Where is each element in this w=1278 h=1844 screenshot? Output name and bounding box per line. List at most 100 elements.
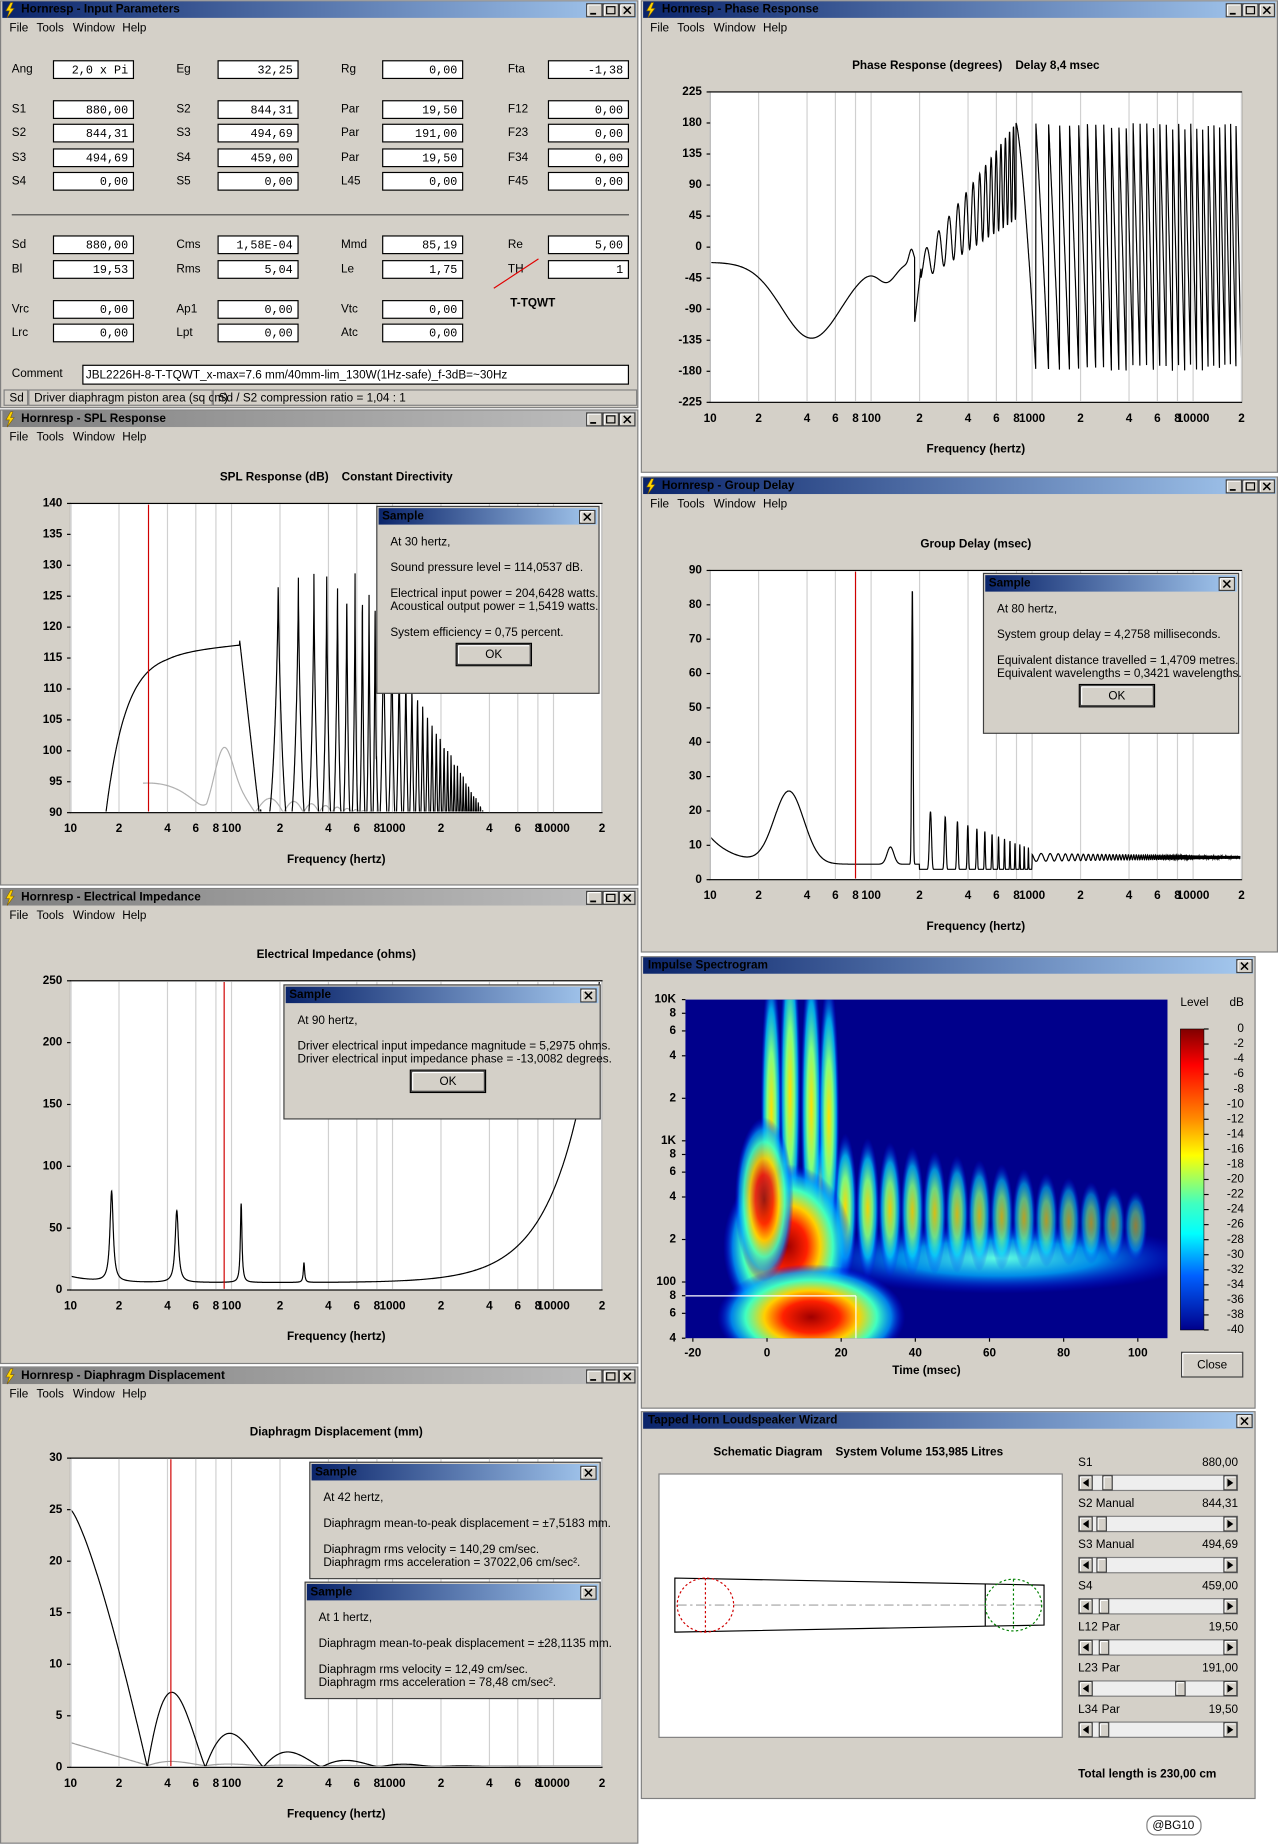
field-box[interactable]: [217, 235, 299, 255]
slider-value: 880,00: [1202, 1456, 1238, 1469]
field-box[interactable]: [382, 60, 464, 80]
slider-thumb[interactable]: [1102, 1475, 1113, 1491]
x-tick-label: 2: [277, 1777, 284, 1790]
menu-item[interactable]: Window: [73, 431, 115, 444]
field-box[interactable]: [382, 323, 464, 343]
y-tick-label: 100: [656, 1275, 676, 1288]
minimize-button[interactable]: [1225, 3, 1243, 18]
menu-item[interactable]: Tools: [677, 22, 705, 35]
field-box[interactable]: [382, 235, 464, 255]
menu-item[interactable]: File: [650, 22, 669, 35]
field-box[interactable]: [547, 171, 630, 191]
slider-thumb[interactable]: [1096, 1516, 1107, 1532]
x-axis-label: Frequency (hertz): [287, 1807, 386, 1820]
maximize-button[interactable]: [1242, 479, 1259, 494]
menu-item[interactable]: Window: [714, 498, 756, 511]
menu-item[interactable]: Help: [122, 909, 147, 922]
menu-item[interactable]: Help: [122, 1388, 147, 1401]
ok-button[interactable]: [1079, 685, 1154, 707]
minimize-button[interactable]: [586, 890, 603, 905]
maximize-button[interactable]: [602, 3, 620, 18]
menu-item[interactable]: Tools: [36, 1388, 64, 1401]
field-box[interactable]: [382, 300, 464, 319]
field-label: Ap1: [176, 303, 197, 316]
ok-button[interactable]: [410, 1070, 485, 1092]
field-box[interactable]: [217, 123, 299, 143]
ok-button[interactable]: [456, 643, 531, 666]
maximize-button[interactable]: [602, 412, 620, 427]
field-box[interactable]: [52, 60, 135, 80]
minimize-button[interactable]: [1225, 479, 1243, 494]
menu-item[interactable]: File: [9, 1388, 28, 1401]
slider-thumb[interactable]: [1175, 1680, 1186, 1697]
slider-mode: Par: [1102, 1621, 1120, 1634]
x-tick-label: 8: [213, 1777, 220, 1790]
menu-item[interactable]: Tools: [36, 431, 64, 444]
field-box[interactable]: [217, 100, 299, 119]
field-box[interactable]: [52, 235, 135, 255]
menu-item[interactable]: File: [9, 22, 28, 35]
menu-item[interactable]: Tools: [677, 498, 705, 511]
maximize-button[interactable]: [602, 1369, 620, 1384]
menu-item[interactable]: Help: [763, 22, 788, 35]
field-box[interactable]: [52, 100, 135, 119]
menu-item[interactable]: Tools: [36, 22, 64, 35]
menu-item[interactable]: File: [9, 431, 28, 444]
field-box[interactable]: [547, 123, 630, 143]
field-box[interactable]: [382, 171, 464, 191]
close-icon: [1262, 6, 1271, 15]
field-box[interactable]: [547, 100, 630, 119]
field-box[interactable]: [52, 148, 135, 168]
field-box[interactable]: [52, 123, 135, 143]
slider-thumb[interactable]: [1098, 1598, 1110, 1614]
close-button[interactable]: [1181, 1351, 1244, 1378]
menu-item[interactable]: Help: [122, 22, 147, 35]
field-box[interactable]: [382, 100, 464, 119]
field-box[interactable]: [217, 260, 299, 279]
field-box[interactable]: [547, 148, 630, 168]
field-box[interactable]: [217, 323, 299, 343]
minimize-button[interactable]: [586, 3, 603, 18]
slider-thumb[interactable]: [1098, 1722, 1110, 1738]
minimize-button[interactable]: [586, 412, 603, 427]
menu-item[interactable]: Help: [122, 431, 147, 444]
field-box[interactable]: [217, 148, 299, 168]
field-box[interactable]: [217, 60, 299, 80]
menu-item[interactable]: Tools: [36, 909, 64, 922]
chart-title: Phase Response (degrees) Delay 8,4 msec: [852, 59, 1100, 72]
menu-item[interactable]: Window: [73, 909, 115, 922]
field-box[interactable]: [547, 235, 630, 255]
menu-item[interactable]: File: [650, 498, 669, 511]
slider-thumb[interactable]: [1098, 1639, 1110, 1656]
minimize-button[interactable]: [586, 1369, 603, 1384]
energy: [1056, 1177, 1081, 1266]
field-box[interactable]: [52, 260, 135, 279]
menu-item[interactable]: Help: [763, 498, 788, 511]
field-value: 19,53: [93, 263, 128, 277]
menu-item[interactable]: Window: [73, 1388, 115, 1401]
field-box[interactable]: [382, 148, 464, 168]
colorbar-tick-label: -4: [1233, 1052, 1244, 1065]
slider-thumb[interactable]: [1096, 1557, 1107, 1573]
y-tick-label: 50: [49, 1221, 63, 1234]
field-box[interactable]: [217, 300, 299, 319]
field-box[interactable]: [217, 171, 299, 191]
field-box[interactable]: [52, 300, 135, 319]
comment-box[interactable]: [82, 364, 630, 385]
maximize-button[interactable]: [1242, 3, 1259, 18]
x-axis-label: Frequency (hertz): [927, 442, 1026, 455]
field-box[interactable]: [547, 60, 630, 80]
menu-item[interactable]: File: [9, 909, 28, 922]
field-label: S3: [12, 151, 27, 164]
field-box[interactable]: [547, 260, 630, 279]
title-bar: [2, 1367, 637, 1385]
colorbar-tick-label: -40: [1227, 1323, 1244, 1336]
menu-item[interactable]: Window: [73, 22, 115, 35]
menu-item[interactable]: Window: [714, 22, 756, 35]
field-box[interactable]: [52, 323, 135, 343]
field-box[interactable]: [382, 123, 464, 143]
field-box[interactable]: [382, 260, 464, 279]
maximize-button[interactable]: [602, 890, 620, 905]
field-box[interactable]: [52, 171, 135, 191]
energy: [1079, 1181, 1103, 1265]
